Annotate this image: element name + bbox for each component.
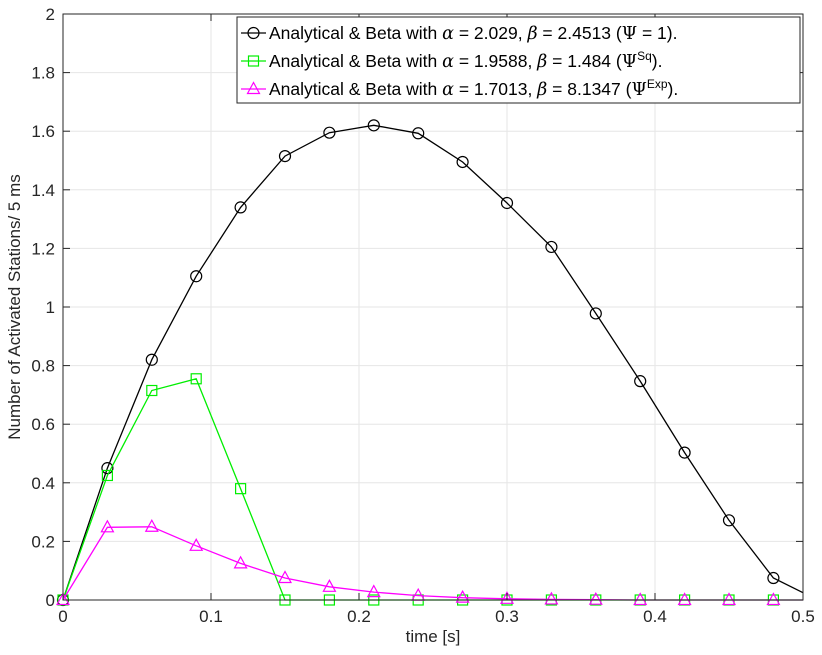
data-point-psi1 [412,127,425,140]
legend-math-symbol: α [442,80,454,100]
legend: Analytical & Beta with α = 2.029, β = 2.… [236,16,801,104]
data-point-psiexp [588,591,603,605]
series-line-psi1 [62,124,804,601]
data-point-psi1 [190,270,203,283]
legend-text-part: = 1.9588, [454,51,537,71]
legend-text-part: = 8.1347 ( [547,79,631,99]
legend-marker [247,26,260,40]
legend-entry-psisq: Analytical & Beta with α = 1.9588, β = 1… [241,49,662,72]
legend-math-symbol: β [536,52,547,72]
legend-superscript: Exp [647,77,668,91]
data-point-psiexp [277,570,293,584]
data-point-psiexp [544,591,559,605]
legend-text-part: Analytical & Beta with [269,51,442,71]
data-point-psisq [235,483,247,495]
data-point-psi1 [500,196,514,210]
data-point-psi1 [367,119,380,132]
legend-psi-symbol: Ψ [622,24,637,44]
y-tick-label: 0.8 [31,357,55,376]
data-point-psiexp [144,518,159,532]
y-axis-label: Number of Activated Stations/ 5 ms [5,174,24,440]
data-point-psisq [190,373,202,385]
legend-box [236,16,801,104]
ticks: 0 0.1 0.2 0.3 0.4 0.5 0 0.2 0.4 0.6 0.8 1 1.2 1.4 1.6 1… [31,5,814,626]
y-tick-label: 0 [46,591,55,610]
y-tick-label: 0.2 [31,532,55,551]
y-tick-label: 2 [46,5,55,24]
data-point-psi1 [101,462,114,475]
data-point-psi1 [678,446,691,459]
data-point-psi1 [234,201,247,214]
y-tick-label: 1 [46,298,55,317]
data-point-psiexp [499,591,515,604]
legend-text-part: = 2.4513 ( [538,23,622,43]
data-point-psiexp [100,519,115,533]
legend-entry-psi1: Analytical & Beta with α = 2.029, β = 2.… [241,23,677,44]
data-point-psiexp [677,592,692,606]
legend-label: Analytical & Beta with α = 2.029, β = 2.… [269,23,677,44]
legend-text-part: ). [652,51,663,71]
x-tick-label: 0.1 [199,607,223,626]
data-point-psisq [101,469,114,482]
data-point-psi1 [634,375,647,388]
legend-text-part: = 1.484 ( [547,51,622,71]
x-tick-label: 0.3 [495,607,519,626]
data-point-psi1 [145,353,158,366]
x-tick-label: 0 [58,607,67,626]
data-point-psiexp [633,592,648,606]
legend-label: Analytical & Beta with α = 1.9588, β = 1… [269,49,662,72]
legend-marker [246,81,261,95]
data-point-psiexp [455,589,470,603]
legend-label: Analytical & Beta with α = 1.7013, β = 8… [269,77,678,100]
data-point-psiexp [189,538,204,551]
y-tick-label: 1.8 [31,64,55,83]
legend-superscript: Sq [637,49,652,63]
y-tick-label: 0.6 [31,415,55,434]
x-tick-label: 0.5 [791,607,815,626]
y-tick-label: 1.6 [31,122,55,141]
data-point-psi1 [722,514,736,527]
y-tick-label: 1.2 [31,239,55,258]
legend-math-symbol: β [536,80,547,100]
x-tick-label: 0.4 [643,607,667,626]
legend-psi-symbol: Ψ [622,52,637,72]
data-point-psi1 [545,240,558,254]
data-point-psiexp [55,592,71,606]
legend-math-symbol: α [442,24,454,44]
legend-text-part: = 2.029, [454,23,527,43]
legend-text-part: = 1). [637,23,677,43]
data-point-psiexp [366,584,381,598]
data-point-psiexp [233,555,248,569]
legend-math-symbol: α [442,52,454,72]
data-point-psiexp [322,579,337,592]
legend-psi-symbol: Ψ [631,80,646,100]
data-point-psi1 [323,126,336,139]
data-point-psiexp [766,592,781,606]
data-point-psi1 [767,571,780,585]
data-point-psi1 [278,150,292,163]
series-psi1 [56,119,804,607]
legend-text-part: Analytical & Beta with [269,79,442,99]
data-point-psisq [146,384,158,397]
legend-entry-psiexp: Analytical & Beta with α = 1.7013, β = 8… [241,77,678,100]
legend-math-symbol: β [526,24,537,44]
legend-text-part: Analytical & Beta with [269,23,442,43]
y-tick-label: 0.4 [31,474,55,493]
data-point-psi1 [456,155,469,169]
data-point-psi1 [589,307,602,320]
legend-text-part: = 1.7013, [454,79,537,99]
x-axis-label: time [s] [406,627,461,646]
x-tick-label: 0.2 [347,607,371,626]
data-point-psiexp [721,592,737,606]
legend-marker [247,55,260,67]
y-tick-label: 1.4 [31,181,55,200]
legend-text-part: ). [668,79,679,99]
